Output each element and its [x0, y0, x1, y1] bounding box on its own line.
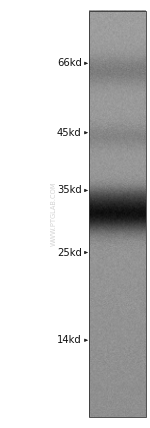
Text: 35kd: 35kd [57, 185, 82, 196]
Text: WWW.PTGLAB.COM: WWW.PTGLAB.COM [51, 182, 57, 246]
Text: 66kd: 66kd [57, 58, 82, 68]
Bar [89, 11, 146, 417]
Text: 45kd: 45kd [57, 128, 82, 138]
Text: 25kd: 25kd [57, 247, 82, 258]
Text: 14kd: 14kd [57, 335, 82, 345]
